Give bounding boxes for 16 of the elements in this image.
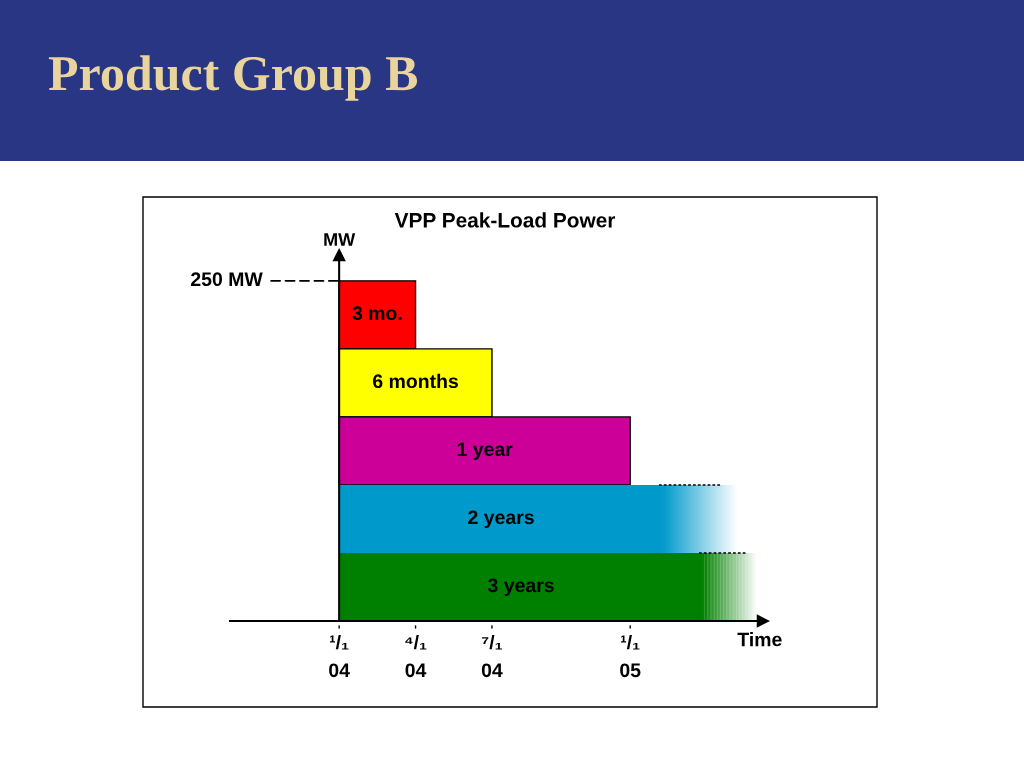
text: ¹/₁ 04 xyxy=(329,634,350,678)
y-axis-title: MW xyxy=(324,233,356,246)
bar xyxy=(339,484,663,553)
y-tick-label: 3 mo. xyxy=(352,306,402,321)
x-axis-title: Time xyxy=(737,632,782,647)
chart-subtitle: VPP Peak-Load Power xyxy=(394,212,616,228)
y-tick-label: 6 months xyxy=(373,373,458,389)
annotation: ⁷/₁ 04 xyxy=(481,634,503,678)
annotation: ⁴/₁ 04 xyxy=(405,634,427,678)
chart-title: Product Group B xyxy=(48,55,418,101)
y-tick-label: 3 years xyxy=(487,578,554,597)
y-tick-label: 2 years xyxy=(468,510,534,529)
y-tick-label: 1 year xyxy=(457,442,513,460)
bar xyxy=(339,552,703,621)
annotation: ¹/₁ 05 xyxy=(620,634,641,678)
text: 250 MW xyxy=(191,272,263,287)
